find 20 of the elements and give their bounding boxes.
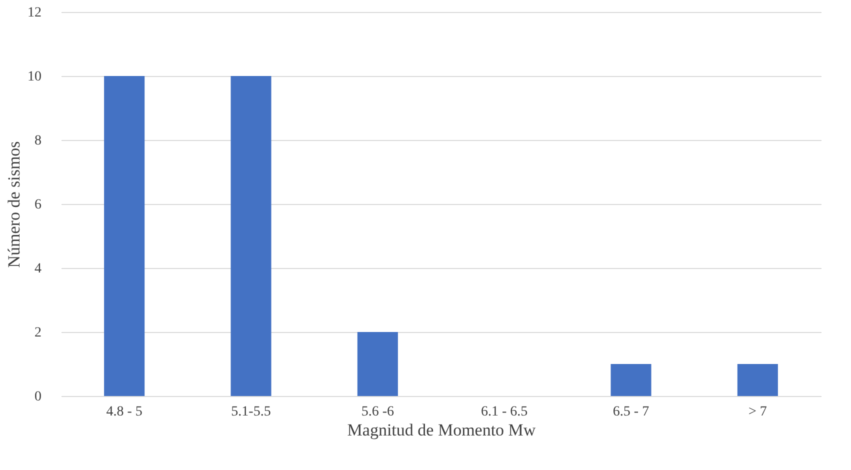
y-tick-label: 6	[34, 198, 42, 212]
x-tick-label: 6.1 - 6.5	[480, 404, 528, 420]
bar	[230, 76, 272, 396]
x-tick-label: 5.6 -6	[361, 404, 394, 420]
x-tick-label: 6.5 - 7	[612, 404, 650, 420]
bar	[104, 76, 145, 396]
y-axis-title: Número de sismos	[4, 141, 24, 268]
y-tick-label: 8	[34, 134, 42, 148]
y-tick-label: 10	[28, 70, 42, 84]
y-tick-label: 2	[34, 326, 42, 340]
bar	[737, 364, 778, 396]
y-tick-label: 4	[34, 262, 42, 276]
bar	[610, 364, 652, 396]
bar	[357, 332, 398, 396]
x-tick-label: 5.1-5.5	[231, 404, 271, 420]
y-tick-label: 12	[28, 6, 42, 20]
x-axis-title: Magnitud de Momento Mw	[347, 420, 536, 440]
y-tick-label: 0	[34, 390, 42, 404]
x-tick-label: > 7	[748, 404, 767, 420]
x-tick-label: 4.8 - 5	[106, 404, 142, 420]
